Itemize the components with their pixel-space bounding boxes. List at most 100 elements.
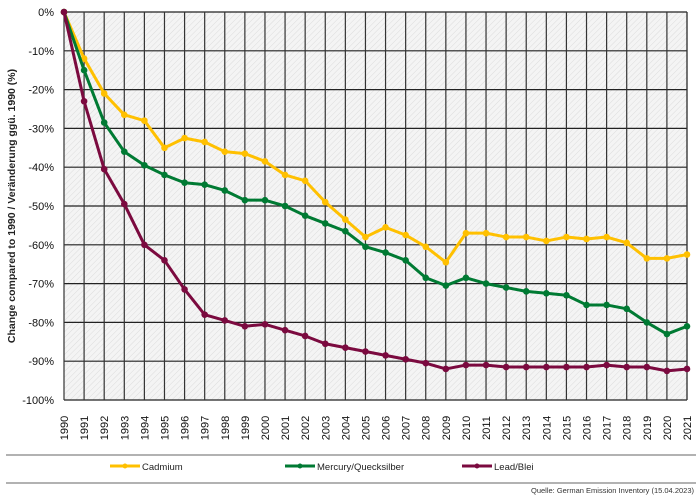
- data-point: [120, 111, 128, 119]
- data-point: [281, 326, 289, 334]
- data-point: [100, 119, 108, 126]
- data-point: [603, 361, 610, 369]
- data-point: [462, 229, 470, 237]
- legend-marker: [297, 463, 303, 469]
- data-point: [603, 233, 610, 241]
- data-point: [422, 359, 430, 367]
- y-tick-label: -40%: [28, 162, 54, 174]
- x-tick-label: 1996: [180, 416, 192, 440]
- data-point: [181, 286, 188, 293]
- x-tick-label: 2006: [381, 416, 393, 440]
- data-point: [663, 255, 671, 262]
- series-line: [62, 11, 688, 264]
- data-point: [563, 291, 570, 299]
- y-axis-label: Change compared to 1990 / Veränderung gg…: [6, 69, 18, 343]
- data-point: [301, 177, 309, 185]
- data-point: [663, 330, 671, 338]
- x-tick-label: 2010: [461, 416, 473, 440]
- series-2: [60, 8, 691, 375]
- data-point: [342, 344, 349, 351]
- x-tick-label: 2000: [260, 416, 272, 440]
- data-point: [301, 212, 309, 219]
- x-tick-label: 2013: [521, 416, 533, 440]
- data-point: [502, 233, 510, 241]
- data-point: [623, 239, 631, 247]
- data-point: [683, 251, 691, 258]
- x-tick-label: 1990: [59, 416, 71, 440]
- x-tick-label: 1998: [220, 416, 232, 440]
- x-tick-label: 2021: [682, 416, 694, 440]
- data-point: [141, 241, 148, 249]
- x-tick-label: 1999: [240, 416, 252, 440]
- data-point: [563, 233, 570, 241]
- data-point: [221, 187, 229, 194]
- data-point: [603, 301, 610, 309]
- series-0: [60, 8, 691, 266]
- x-tick-label: 2001: [280, 416, 292, 440]
- data-point: [583, 301, 590, 309]
- data-point: [482, 229, 490, 237]
- data-point: [482, 361, 490, 369]
- y-tick-label: -50%: [28, 201, 54, 213]
- x-tick-label: 2012: [501, 416, 513, 440]
- data-point: [522, 288, 530, 295]
- data-point: [402, 355, 409, 363]
- data-point: [543, 363, 550, 371]
- x-tick-label: 2015: [561, 416, 573, 440]
- series-line: [62, 11, 688, 336]
- data-point: [181, 134, 188, 142]
- data-point: [502, 284, 510, 291]
- x-tick-label: 2020: [662, 416, 674, 440]
- x-tick-label: 1991: [79, 416, 91, 440]
- x-tick-label: 2014: [541, 416, 553, 440]
- data-point: [623, 305, 631, 313]
- x-tick-label: 2005: [360, 416, 372, 440]
- data-point: [221, 317, 229, 324]
- data-point: [161, 171, 168, 179]
- x-tick-label: 2016: [582, 416, 594, 440]
- x-tick-label: 2011: [481, 416, 493, 440]
- y-tick-label: -100%: [22, 395, 54, 407]
- legend-marker: [474, 463, 480, 469]
- y-tick-label: -30%: [28, 123, 54, 135]
- data-point: [261, 321, 269, 328]
- x-tick-label: 1994: [139, 416, 151, 440]
- data-point: [60, 8, 68, 16]
- x-tick-label: 1992: [99, 416, 111, 440]
- data-point: [663, 367, 671, 375]
- data-point: [201, 311, 208, 318]
- data-point: [141, 161, 148, 169]
- x-tick-label: 2003: [320, 416, 332, 440]
- data-point: [643, 363, 651, 371]
- y-tick-label: -80%: [28, 317, 54, 329]
- data-point: [442, 282, 450, 289]
- data-point: [422, 243, 430, 251]
- data-point: [362, 348, 369, 355]
- data-point: [482, 280, 490, 287]
- y-tick-label: -60%: [28, 240, 54, 252]
- data-point: [422, 274, 430, 282]
- data-point: [80, 97, 88, 105]
- y-tick-label: -70%: [28, 279, 54, 291]
- data-point: [382, 352, 389, 359]
- legend-item: Cadmium: [110, 462, 183, 473]
- data-point: [402, 257, 409, 264]
- data-point: [100, 90, 108, 97]
- data-point: [342, 216, 349, 223]
- y-tick-label: -90%: [28, 356, 54, 368]
- data-point: [583, 235, 590, 243]
- data-point: [161, 257, 168, 264]
- x-tick-label: 1997: [200, 416, 212, 440]
- y-tick-label: -10%: [28, 46, 54, 58]
- x-tick-label: 2009: [441, 416, 453, 440]
- data-point: [543, 290, 550, 297]
- data-point: [563, 363, 570, 371]
- data-point: [402, 231, 409, 239]
- data-point: [683, 322, 691, 330]
- data-point: [321, 198, 329, 206]
- data-point: [362, 233, 369, 241]
- source-note: Quelle: German Emission Inventory (15.04…: [531, 486, 694, 495]
- legend-label: Mercury/Quecksilber: [317, 462, 404, 473]
- y-tick-label: -20%: [28, 85, 54, 97]
